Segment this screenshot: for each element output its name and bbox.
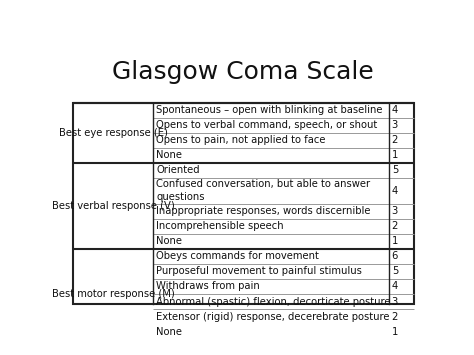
Bar <box>73 103 414 304</box>
Text: 1: 1 <box>392 327 398 337</box>
Text: Confused conversation, but able to answer: Confused conversation, but able to answe… <box>156 179 371 189</box>
Text: Incomprehensible speech: Incomprehensible speech <box>156 222 284 231</box>
Text: 1: 1 <box>392 150 398 160</box>
Text: Opens to verbal command, speech, or shout: Opens to verbal command, speech, or shou… <box>156 120 378 130</box>
Text: 4: 4 <box>392 282 398 291</box>
Text: Purposeful movement to painful stimulus: Purposeful movement to painful stimulus <box>156 267 362 277</box>
Text: Spontaneous – open with blinking at baseline: Spontaneous – open with blinking at base… <box>156 105 383 115</box>
Text: 3: 3 <box>392 206 398 217</box>
Text: 4: 4 <box>392 186 398 196</box>
Text: 1: 1 <box>392 236 398 246</box>
Text: Inappropriate responses, words discernible: Inappropriate responses, words discernib… <box>156 206 371 217</box>
Text: 3: 3 <box>392 120 398 130</box>
Text: 5: 5 <box>392 267 398 277</box>
Text: 6: 6 <box>392 251 398 262</box>
Text: None: None <box>156 327 182 337</box>
Text: Abnormal (spastic) flexion, decorticate posture: Abnormal (spastic) flexion, decorticate … <box>156 296 391 306</box>
Text: None: None <box>156 236 182 246</box>
Text: Opens to pain, not applied to face: Opens to pain, not applied to face <box>156 135 326 145</box>
Text: Withdraws from pain: Withdraws from pain <box>156 282 260 291</box>
Text: questions: questions <box>156 192 205 202</box>
Text: 2: 2 <box>392 312 398 322</box>
Text: Oriented: Oriented <box>156 165 200 175</box>
Text: 5: 5 <box>392 165 398 175</box>
Text: Best eye response (E): Best eye response (E) <box>59 128 168 138</box>
Text: 4: 4 <box>392 105 398 115</box>
Text: 2: 2 <box>392 135 398 145</box>
Text: Extensor (rigid) response, decerebrate posture: Extensor (rigid) response, decerebrate p… <box>156 312 390 322</box>
Text: Obeys commands for movement: Obeys commands for movement <box>156 251 319 262</box>
Text: Best motor response (M): Best motor response (M) <box>52 289 174 299</box>
Text: 3: 3 <box>392 296 398 306</box>
Text: 2: 2 <box>392 222 398 231</box>
Text: None: None <box>156 150 182 160</box>
Text: Best verbal response (V): Best verbal response (V) <box>52 201 174 211</box>
Text: Glasgow Coma Scale: Glasgow Coma Scale <box>112 60 374 84</box>
